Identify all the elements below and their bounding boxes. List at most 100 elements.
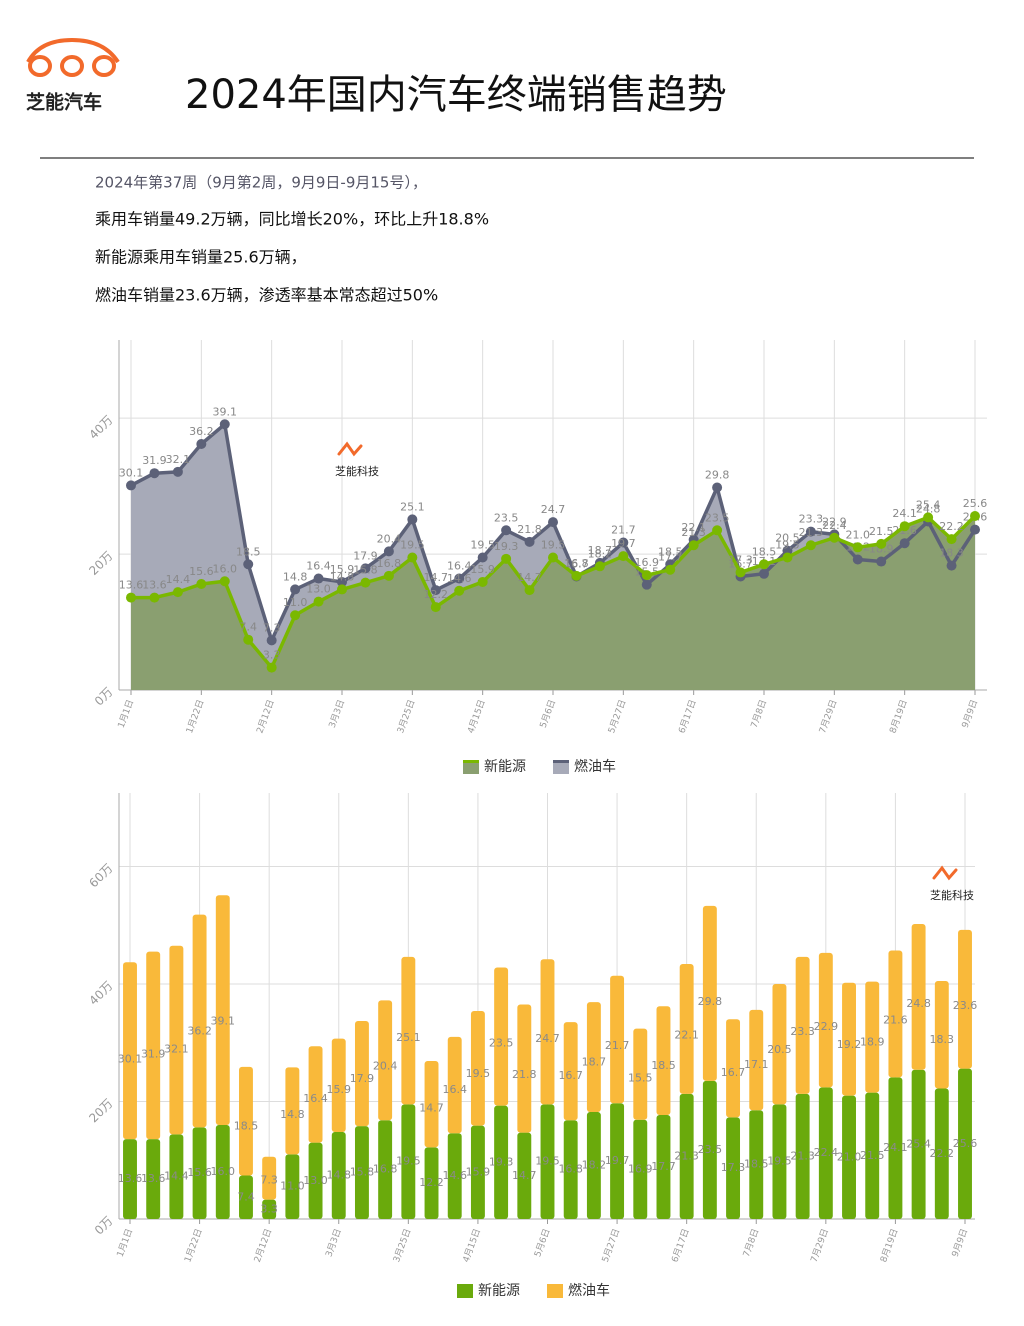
area [131, 516, 975, 690]
data-label: 19.5 [541, 538, 566, 551]
point [782, 552, 793, 563]
x-tick-label: 2月12日 [252, 1227, 274, 1264]
data-label: 19.5 [400, 538, 425, 551]
y-tick-label: 0万 [92, 1214, 116, 1238]
data-label: 19.5 [775, 538, 800, 551]
point [243, 634, 254, 645]
bar-segment [494, 967, 509, 1106]
point [477, 552, 488, 563]
x-tick-label: 9月9日 [960, 698, 980, 729]
bar-segment [610, 975, 625, 1104]
data-label: 23.5 [494, 511, 519, 524]
point [641, 570, 652, 581]
data-label: 16.8 [377, 557, 402, 570]
point [712, 525, 723, 536]
data-label: 20.5 [775, 532, 800, 545]
data-label: 19.7 [605, 1154, 630, 1167]
data-label: 30.1 [119, 466, 144, 479]
x-tick-label: 1月1日 [115, 1227, 135, 1258]
data-label: 13.6 [141, 1172, 166, 1185]
data-label: 18.5 [752, 545, 777, 558]
bar-segment [911, 1069, 926, 1219]
point [501, 525, 512, 536]
point [829, 532, 840, 543]
point [524, 536, 535, 547]
data-label: 15.6 [187, 1166, 212, 1179]
legend-swatch [457, 1284, 473, 1298]
legend-swatch-top [547, 1284, 563, 1287]
bar-segment [842, 1095, 856, 1219]
data-label: 23.5 [489, 1036, 514, 1049]
bar-segment [818, 1087, 833, 1219]
data-label: 15.9 [327, 1083, 352, 1096]
bar-segment [123, 962, 137, 1140]
bar-segment [378, 1120, 393, 1219]
point [618, 537, 629, 548]
point [219, 419, 230, 430]
data-label: 17.9 [353, 549, 378, 562]
data-label: 25.4 [916, 498, 941, 511]
watermark: 芝能科技 [930, 888, 974, 902]
data-label: 14.8 [330, 570, 355, 583]
x-tick-label: 7月8日 [741, 1227, 761, 1258]
data-label: 19.5 [466, 1067, 491, 1080]
data-label: 18.2 [588, 547, 613, 560]
bar-segment [726, 1019, 741, 1118]
data-label: 21.3 [790, 1149, 815, 1162]
point [735, 567, 746, 578]
point [665, 564, 676, 575]
point [876, 556, 887, 567]
summary-line: 2024年第37周（9月第2周，9月9日-9月15号）， [95, 174, 427, 192]
data-label: 3.3 [263, 649, 281, 662]
data-label: 18.2 [582, 1159, 607, 1172]
point [618, 551, 629, 562]
bar-segment [378, 1000, 393, 1121]
x-tick-label: 5月6日 [538, 698, 558, 729]
data-label: 17.3 [721, 1161, 746, 1174]
point [852, 554, 863, 565]
bar-segment [911, 924, 926, 1070]
bar-segment [679, 1093, 694, 1219]
legend-label: 燃油车 [568, 1282, 610, 1299]
x-tick-label: 5月27日 [600, 1227, 622, 1264]
data-label: 14.7 [419, 1101, 444, 1114]
x-tick-label: 2月12日 [254, 698, 276, 735]
data-label: 14.7 [512, 1169, 537, 1182]
data-label: 7.3 [263, 621, 281, 634]
legend-swatch [547, 1284, 563, 1298]
data-label: 24.8 [906, 997, 931, 1010]
x-tick-label: 9月9日 [950, 1227, 970, 1258]
data-label: 22.1 [681, 521, 706, 534]
bar-segment [865, 981, 880, 1093]
data-label: 16.7 [564, 558, 589, 571]
legend-swatch [463, 760, 479, 774]
data-label: 16.7 [558, 1069, 583, 1082]
watermark: 芝能科技 [335, 464, 379, 478]
data-label: 18.9 [860, 1036, 885, 1049]
bar-segment [215, 1124, 230, 1219]
bar-segment [795, 1093, 810, 1219]
bar-segment [586, 1002, 601, 1113]
legend-label: 燃油车 [574, 758, 616, 775]
x-tick-label: 4月15日 [461, 1227, 483, 1264]
data-label: 22.2 [930, 1147, 955, 1160]
data-label: 3.3 [260, 1202, 278, 1215]
data-label: 21.8 [512, 1068, 537, 1081]
bar-segment [424, 1060, 439, 1148]
bar-segment [239, 1066, 253, 1176]
point [571, 570, 582, 581]
data-label: 23.3 [790, 1025, 815, 1038]
point [126, 592, 136, 603]
bar-segment [285, 1067, 300, 1155]
bar-segment [702, 1080, 717, 1219]
data-label: 16.0 [211, 1165, 236, 1178]
point [477, 576, 488, 587]
bar-segment [818, 952, 833, 1088]
data-label: 16.8 [373, 1163, 398, 1176]
data-label: 23.6 [953, 999, 978, 1012]
point [946, 534, 957, 545]
data-label: 14.8 [280, 1108, 305, 1121]
data-label: 18.5 [651, 1059, 676, 1072]
